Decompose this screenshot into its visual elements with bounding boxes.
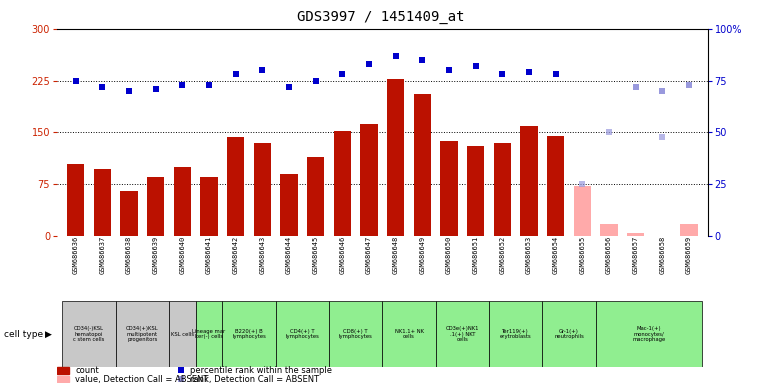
Text: CD34(-)KSL
hematopoi
c stem cells: CD34(-)KSL hematopoi c stem cells [73,326,105,343]
Text: Gr-1(+)
neutrophils: Gr-1(+) neutrophils [554,329,584,339]
Bar [521,126,538,236]
Text: GSM686638: GSM686638 [126,236,132,275]
Bar [57,376,68,382]
Bar [307,157,324,236]
Text: count: count [75,366,99,375]
Bar [62,301,116,367]
Text: GSM686659: GSM686659 [686,236,692,275]
Bar [120,191,138,236]
Text: GSM686650: GSM686650 [446,236,452,275]
Text: GSM686641: GSM686641 [206,236,212,275]
Text: GSM686658: GSM686658 [659,236,665,275]
Text: cell type: cell type [4,329,43,339]
Text: GSM686653: GSM686653 [526,236,532,275]
Text: GSM686644: GSM686644 [286,236,292,275]
Text: GSM686657: GSM686657 [632,236,638,275]
Text: GSM686645: GSM686645 [313,236,319,275]
Bar [600,224,618,236]
Bar [574,186,591,236]
Bar [441,141,457,236]
Text: GSM686651: GSM686651 [473,236,479,275]
Bar [222,301,275,367]
Bar [596,301,702,367]
Bar [489,301,543,367]
Bar [116,301,169,367]
Bar [147,177,164,236]
Bar [680,224,698,236]
Bar [387,79,404,236]
Bar [361,124,377,236]
Text: percentile rank within the sample: percentile rank within the sample [190,366,333,375]
Bar [280,174,298,236]
Text: GDS3997 / 1451409_at: GDS3997 / 1451409_at [297,10,464,23]
Text: GSM686642: GSM686642 [233,236,239,275]
Text: GSM686648: GSM686648 [393,236,399,275]
Text: GSM686655: GSM686655 [579,236,585,275]
Bar [414,94,431,236]
Text: CD8(+) T
lymphocytes: CD8(+) T lymphocytes [339,329,373,339]
Text: GSM686636: GSM686636 [73,236,78,275]
Bar [334,131,351,236]
Text: value, Detection Call = ABSENT: value, Detection Call = ABSENT [75,374,209,384]
Text: GSM686639: GSM686639 [153,236,159,275]
Text: CD34(+)KSL
multipotent
progenitors: CD34(+)KSL multipotent progenitors [126,326,159,343]
Text: NK1.1+ NK
cells: NK1.1+ NK cells [394,329,424,339]
Text: GSM686647: GSM686647 [366,236,372,275]
Text: Mac-1(+)
monocytes/
macrophage: Mac-1(+) monocytes/ macrophage [632,326,666,343]
Bar [174,167,191,236]
Bar [436,301,489,367]
Bar [382,301,436,367]
Text: GSM686654: GSM686654 [552,236,559,275]
Text: CD3e(+)NK1
.1(+) NKT
cells: CD3e(+)NK1 .1(+) NKT cells [446,326,479,343]
Bar [57,367,68,374]
Text: GSM686637: GSM686637 [100,236,106,275]
Bar [547,136,565,236]
Text: GSM686652: GSM686652 [499,236,505,275]
Text: GSM686649: GSM686649 [419,236,425,275]
Bar [253,143,271,236]
Bar [196,301,222,367]
Bar [467,146,485,236]
Bar [543,301,596,367]
Text: GSM686656: GSM686656 [606,236,612,275]
Text: ▶: ▶ [45,329,52,339]
Bar [94,169,111,236]
Text: Lineage mar
ker(-) cells: Lineage mar ker(-) cells [193,329,226,339]
Bar [275,301,329,367]
Bar [67,164,84,236]
Text: rank, Detection Call = ABSENT: rank, Detection Call = ABSENT [190,374,320,384]
Text: CD4(+) T
lymphocytes: CD4(+) T lymphocytes [285,329,320,339]
Bar [494,143,511,236]
Text: Ter119(+)
erytroblasts: Ter119(+) erytroblasts [500,329,532,339]
Bar [227,137,244,236]
Text: GSM686640: GSM686640 [180,236,186,275]
Text: GSM686643: GSM686643 [260,236,266,275]
Bar [169,301,196,367]
Bar [627,233,645,236]
Text: KSL cells: KSL cells [170,331,194,337]
Bar [200,177,218,236]
Text: B220(+) B
lymphocytes: B220(+) B lymphocytes [232,329,266,339]
Bar [329,301,382,367]
Text: GSM686646: GSM686646 [339,236,345,275]
